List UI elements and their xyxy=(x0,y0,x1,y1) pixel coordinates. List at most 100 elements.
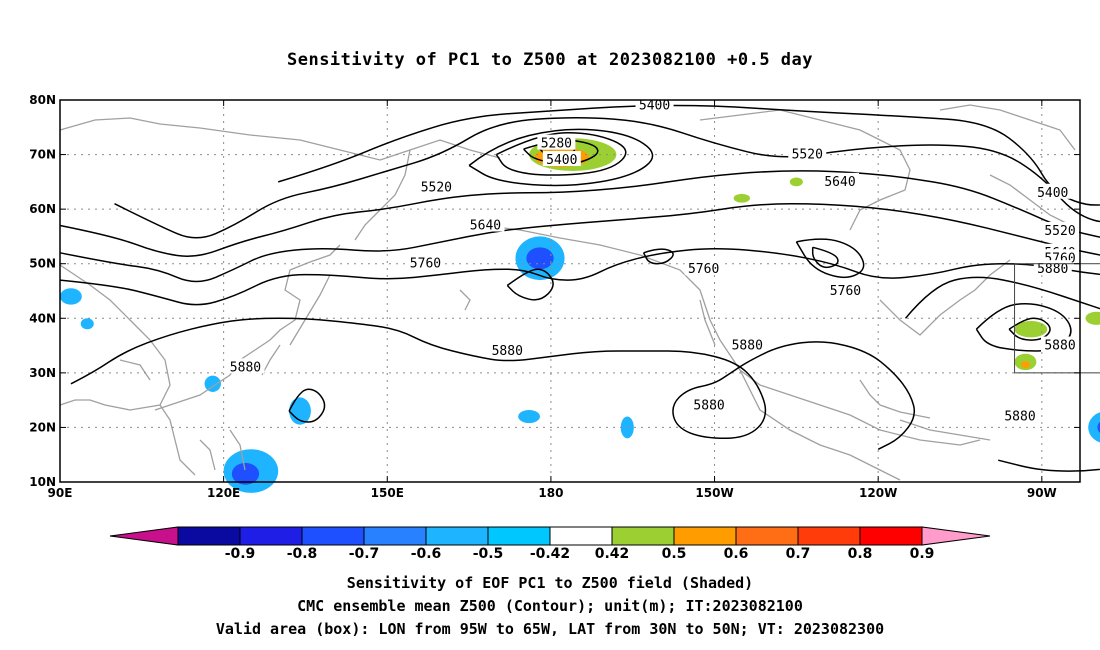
colorbar-low-arrow xyxy=(109,526,179,546)
coastlines xyxy=(59,104,1076,481)
contour-label-bg xyxy=(690,396,729,412)
shading-patch xyxy=(518,409,540,424)
colorbar-box xyxy=(797,526,861,546)
colorbar-box xyxy=(301,526,365,546)
contour-labels: 5400528054005520552056405400552056405640… xyxy=(226,96,1079,425)
contour-label-bg xyxy=(728,336,767,352)
z500-contour-line xyxy=(70,317,916,450)
contour-label: 5760 xyxy=(830,284,861,299)
colorbar-box xyxy=(611,526,675,546)
colorbar-box xyxy=(859,526,923,546)
lon-tick-label: 120E xyxy=(207,486,240,500)
contour-label-bg xyxy=(488,342,527,358)
colorbar-label: -0.9 xyxy=(225,546,256,562)
contour-label: 5880 xyxy=(1037,262,1068,277)
caption-shading: Sensitivity of EOF PC1 to Z500 field (Sh… xyxy=(346,574,754,592)
colorbar-box xyxy=(549,526,613,546)
contour-label: 5880 xyxy=(732,339,763,354)
colorbar-label: -0.6 xyxy=(411,546,442,562)
lat-tick-label: 80N xyxy=(29,93,56,107)
contour-label: 5880 xyxy=(693,399,724,414)
z500-contour-line xyxy=(59,170,1100,257)
colorbar-label: -0.8 xyxy=(287,546,318,562)
lon-tick-label: 180 xyxy=(538,486,563,500)
shading-patch xyxy=(59,288,82,305)
shading-patch xyxy=(289,397,311,425)
shading-patch xyxy=(733,193,750,203)
contour-label: 5760 xyxy=(410,257,441,272)
colorbar-box xyxy=(363,526,427,546)
z500-contours xyxy=(59,104,1100,472)
z500-contour-line xyxy=(1008,317,1051,341)
colorbar-box xyxy=(425,526,489,546)
z500-contour-line xyxy=(795,238,865,279)
lat-tick-label: 70N xyxy=(29,148,56,162)
contour-label-bg xyxy=(1001,407,1039,423)
contour-label-bg xyxy=(788,145,827,161)
map-border xyxy=(59,99,1081,483)
colorbar-label: 0.6 xyxy=(724,546,749,562)
chart-title: Sensitivity of PC1 to Z500 at 2023082100… xyxy=(286,50,813,70)
contour-label-bg xyxy=(1033,183,1072,199)
caption-valid-area: Valid area (box): LON from 95W to 65W, L… xyxy=(215,620,885,638)
contour-label: 5880 xyxy=(230,360,261,375)
contour-label: 5760 xyxy=(688,262,719,277)
contour-label: 5280 xyxy=(541,137,572,152)
contour-label-bg xyxy=(1041,221,1079,237)
shading-patch xyxy=(80,318,94,330)
shading-patch xyxy=(789,177,803,187)
contour-label-bg xyxy=(537,134,576,150)
z500-contour-line xyxy=(288,388,326,423)
z500-contour-line xyxy=(468,128,654,187)
shading-patch xyxy=(1085,311,1100,325)
shading-patch xyxy=(1088,412,1100,443)
colorbar-box xyxy=(735,526,799,546)
contour-label: 5400 xyxy=(1037,186,1068,201)
colorbar-box xyxy=(239,526,303,546)
lon-tick-label: 150E xyxy=(371,486,404,500)
contour-label-bg xyxy=(1041,336,1079,352)
colorbar-label: -0.7 xyxy=(349,546,380,562)
contour-label: 5520 xyxy=(1044,224,1075,239)
contour-label: 5640 xyxy=(470,219,501,234)
lat-tick-label: 60N xyxy=(29,202,56,216)
colorbar-label: 0.7 xyxy=(786,546,811,562)
contour-label: 5520 xyxy=(792,148,823,163)
lat-tick-label: 30N xyxy=(29,366,56,380)
shading-patch xyxy=(526,247,554,270)
shading-patch xyxy=(231,462,260,485)
contour-label-bg xyxy=(821,172,859,188)
contour-label-bg xyxy=(826,282,865,297)
z500-contour-line xyxy=(495,131,627,176)
lon-tick-label: 90W xyxy=(1027,486,1057,500)
colorbar-label: 0.8 xyxy=(848,546,873,562)
contour-label: 5400 xyxy=(639,98,670,113)
colorbar-box xyxy=(177,526,241,546)
lon-tick-label: 90E xyxy=(48,486,73,500)
contour-label: 5880 xyxy=(1044,339,1075,354)
z500-contour-line xyxy=(811,246,839,269)
colorbar: -0.9 -0.8 -0.7 -0.6 -0.5 -0.42 0.42 0.5 0.6 0.7 0.… xyxy=(109,526,991,562)
valid-area-box xyxy=(1014,263,1100,374)
z500-contour-line xyxy=(59,202,1100,283)
contour-label-bg xyxy=(406,254,445,270)
shading-patch xyxy=(1021,361,1030,368)
lon-tick-label: 150W xyxy=(695,486,733,500)
contour-label-bg xyxy=(417,178,456,194)
shading-patch xyxy=(1014,321,1048,338)
contour-label: 5880 xyxy=(1004,410,1035,425)
colorbar-box xyxy=(487,526,551,546)
z500-contour-line xyxy=(277,104,1100,206)
z500-contour-line xyxy=(975,302,1072,352)
colorbar-high-arrow xyxy=(921,526,991,546)
lon-tick-label: 120W xyxy=(859,486,897,500)
axis-ticks: 90E 120E 150E 180 150W 120W 90W 80N 70N 60N 50N 40N… xyxy=(29,93,1080,500)
z500-contour-line xyxy=(642,248,674,265)
colorbar-label: 0.9 xyxy=(910,546,935,562)
lat-tick-label: 50N xyxy=(29,257,56,271)
lat-tick-label: 40N xyxy=(29,311,56,325)
contour-label-bg xyxy=(684,260,723,276)
colorbar-label: 0.42 xyxy=(595,546,630,562)
shading-patch xyxy=(204,375,221,392)
lat-tick-label: 20N xyxy=(29,420,56,434)
